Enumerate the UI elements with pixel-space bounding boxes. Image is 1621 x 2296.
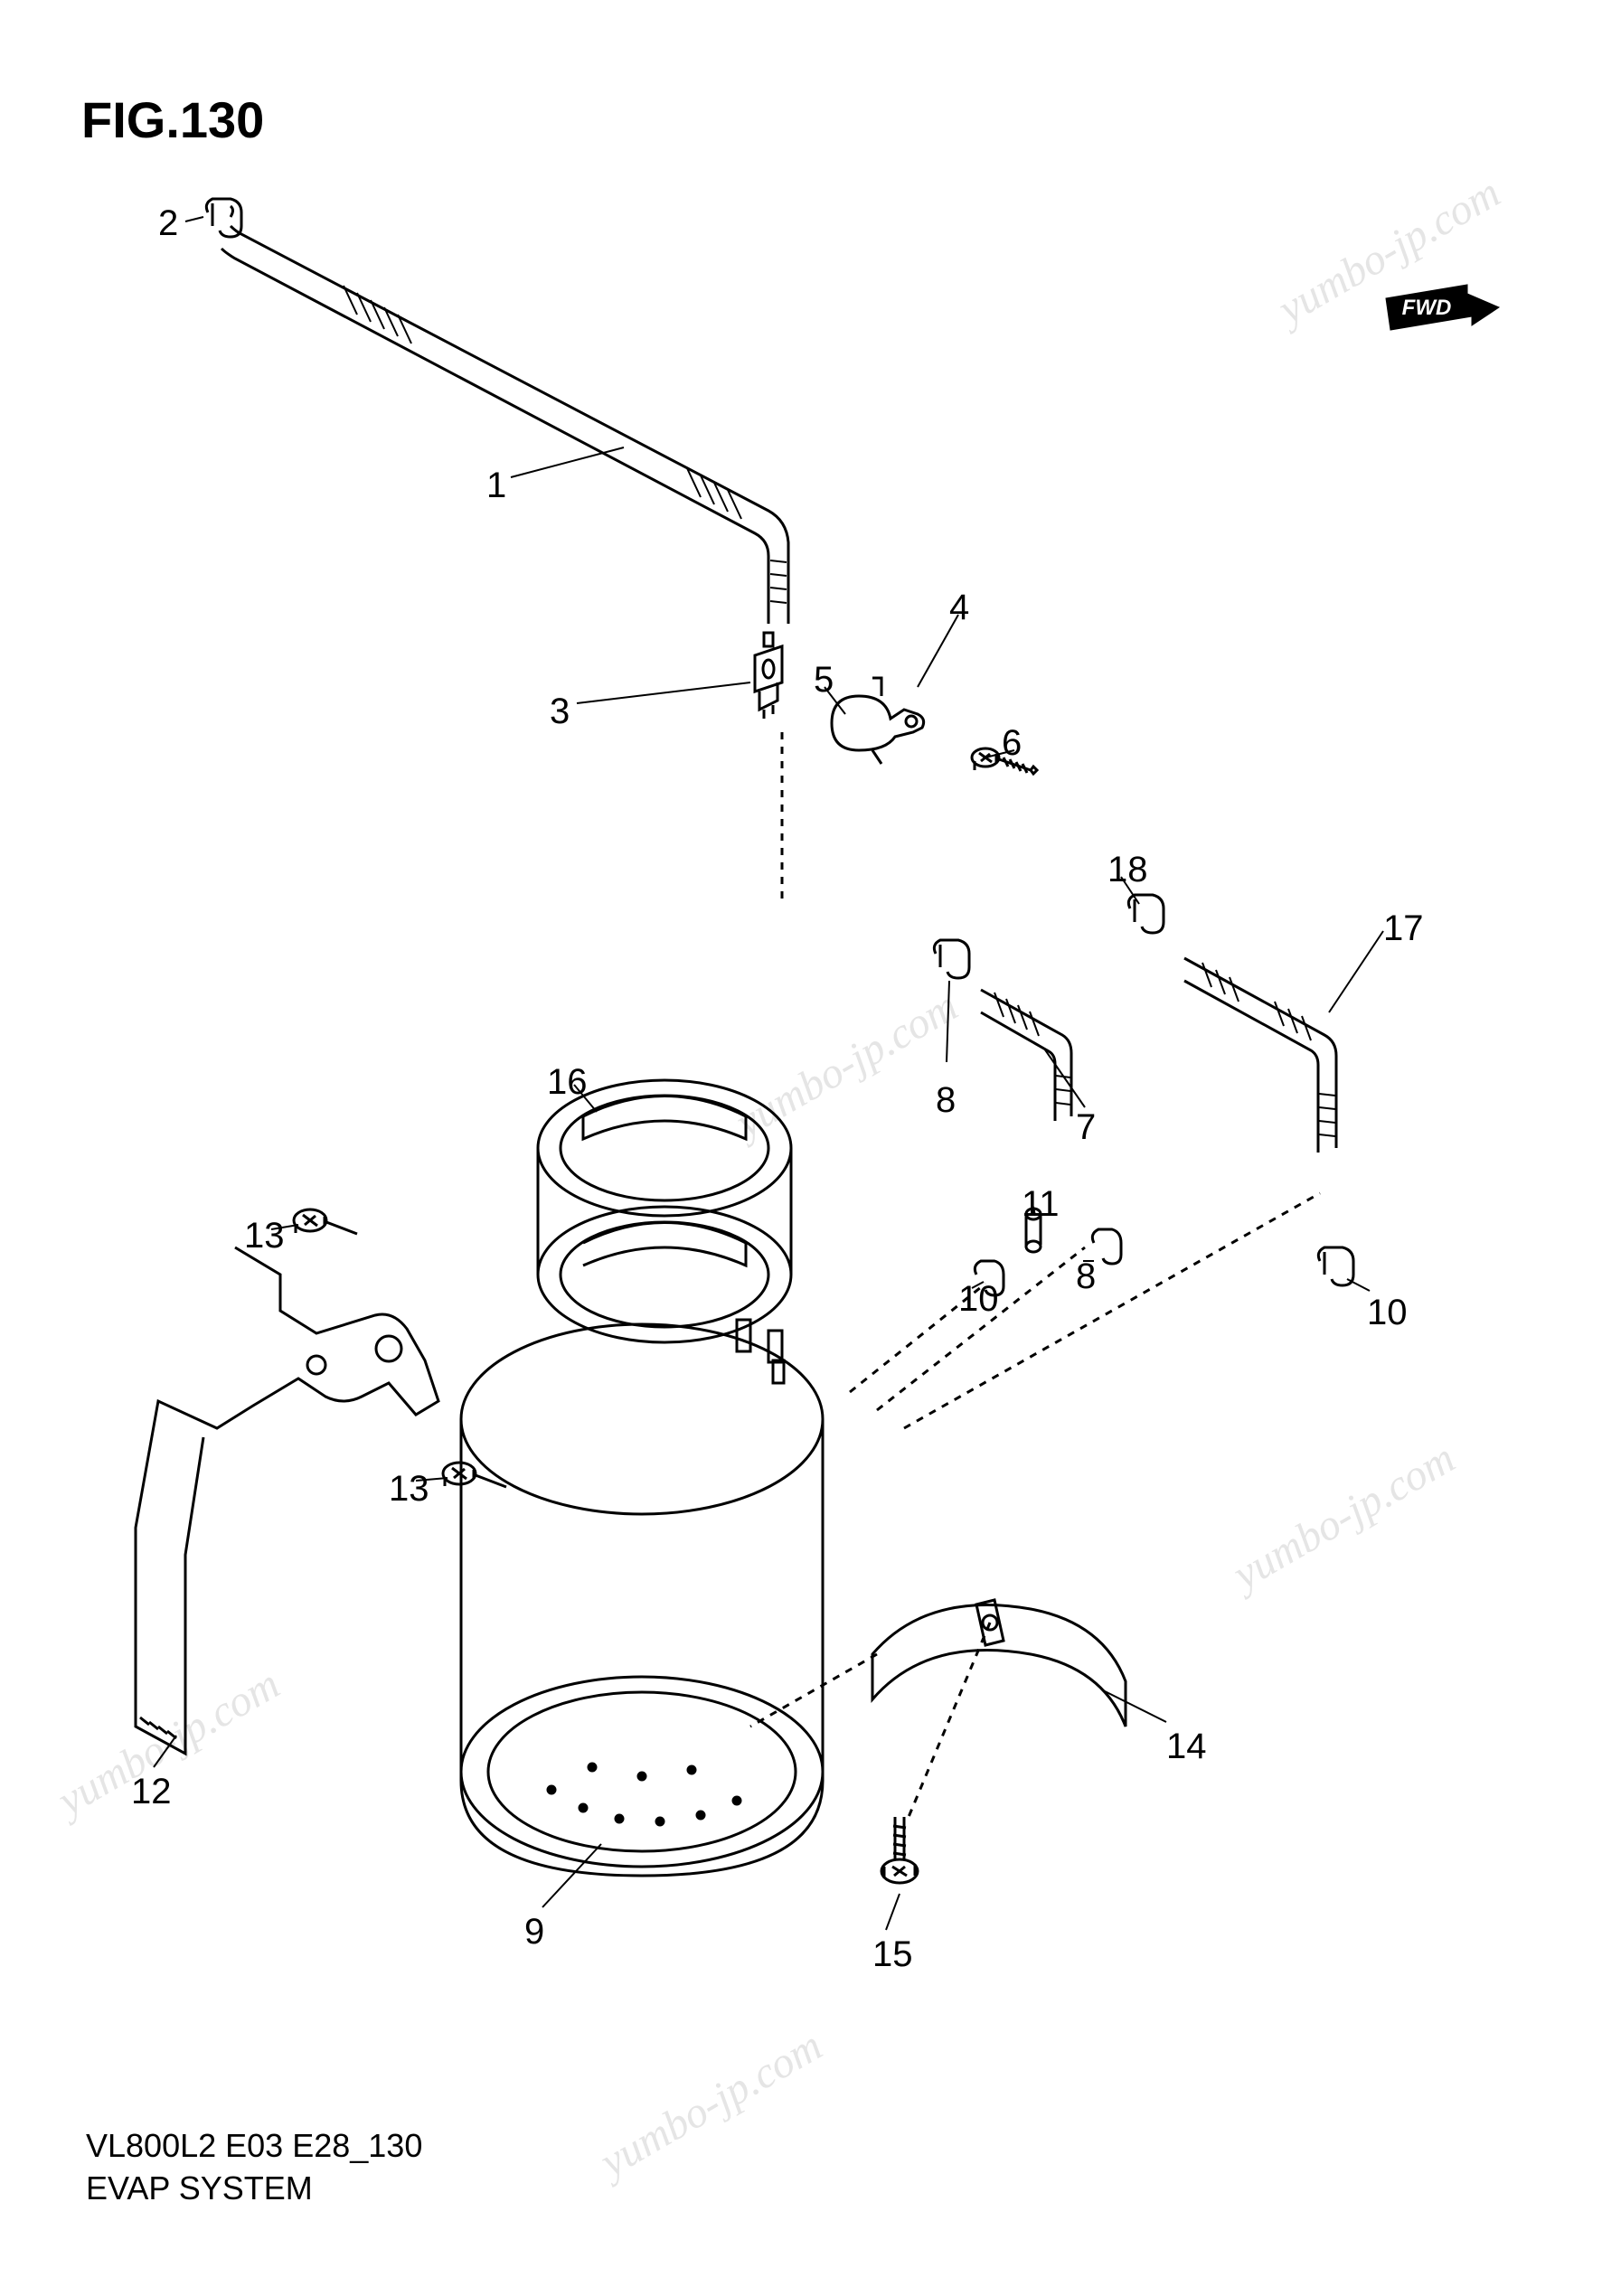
callout-5: 5: [814, 660, 834, 701]
callout-13a: 13: [244, 1216, 285, 1256]
callout-7: 7: [1076, 1107, 1096, 1148]
callout-13b: 13: [389, 1469, 429, 1510]
callout-3: 3: [550, 692, 570, 732]
callout-11: 11: [1022, 1184, 1060, 1225]
callout-8b: 8: [1076, 1256, 1096, 1297]
callout-16: 16: [547, 1062, 588, 1103]
callout-2: 2: [158, 203, 178, 244]
footer-line-2: EVAP SYSTEM: [86, 2168, 422, 2210]
callout-1: 1: [486, 466, 506, 506]
footer-line-1: VL800L2 E03 E28_130: [86, 2125, 422, 2168]
callout-15: 15: [872, 1934, 913, 1975]
callout-12: 12: [131, 1772, 172, 1812]
callout-14: 14: [1166, 1727, 1207, 1767]
callout-10b: 10: [1367, 1293, 1408, 1333]
callout-10a: 10: [958, 1279, 999, 1320]
callout-4: 4: [949, 588, 969, 628]
callout-8a: 8: [936, 1080, 956, 1121]
callout-6: 6: [1002, 723, 1022, 764]
callout-9: 9: [524, 1912, 544, 1953]
callout-18: 18: [1107, 850, 1148, 890]
callout-17: 17: [1383, 908, 1424, 949]
footer-text: VL800L2 E03 E28_130 EVAP SYSTEM: [86, 2125, 422, 2210]
parts-diagram: [0, 0, 1621, 2296]
